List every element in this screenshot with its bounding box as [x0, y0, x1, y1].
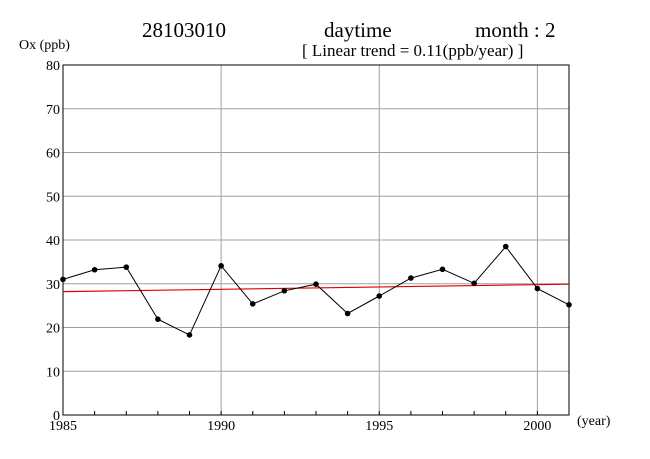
y-tick-label: 0 — [53, 409, 60, 424]
y-tick-label: 60 — [46, 147, 60, 162]
y-tick-label: 70 — [46, 103, 60, 118]
data-point — [281, 287, 288, 294]
y-tick-label: 10 — [46, 365, 60, 380]
data-point — [471, 280, 477, 287]
station-code: 28103010 — [142, 18, 226, 42]
y-tick-label: 20 — [46, 322, 60, 337]
y-tick-label: 50 — [46, 190, 60, 205]
data-point — [566, 301, 572, 308]
y-tick-label: 30 — [46, 278, 60, 293]
y-axis-label: Ox (ppb) — [19, 38, 70, 53]
data-point — [344, 310, 351, 317]
data-point — [408, 275, 414, 281]
data-point — [376, 293, 383, 299]
time-period-label: daytime — [324, 18, 392, 42]
linear-trend-label: [ Linear trend = 0.11(ppb/year) ] — [302, 41, 524, 60]
data-point — [439, 266, 446, 273]
data-point — [155, 316, 161, 322]
data-point — [218, 263, 224, 269]
y-tick-label: 80 — [46, 59, 60, 74]
y-tick-label: 40 — [46, 234, 60, 249]
data-point — [313, 281, 319, 287]
data-point — [60, 276, 66, 283]
data-point — [534, 285, 541, 292]
data-point — [91, 266, 98, 273]
data-point — [502, 243, 509, 250]
x-tick-label: 2000 — [523, 419, 551, 434]
x-axis-label: (year) — [577, 414, 611, 429]
data-point — [123, 264, 130, 270]
x-tick-label: 1995 — [365, 419, 393, 434]
plot-frame — [62, 64, 570, 416]
x-tick-label: 1990 — [207, 419, 235, 434]
data-point — [186, 332, 193, 338]
trend-line — [62, 283, 570, 293]
month-label: month : 2 — [475, 18, 556, 42]
x-tick-label: 1985 — [49, 419, 77, 434]
data-point — [249, 301, 256, 307]
